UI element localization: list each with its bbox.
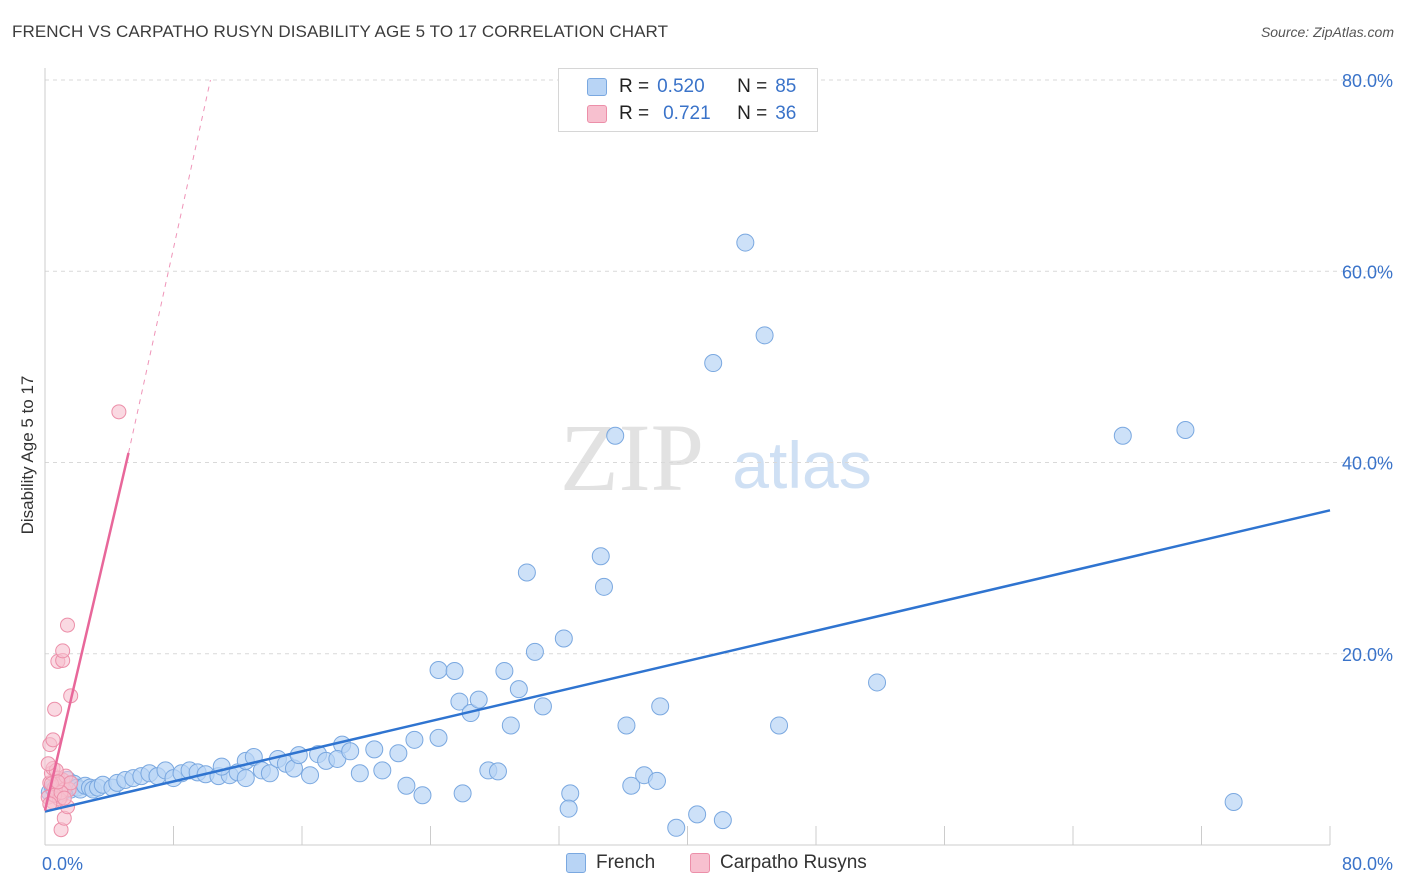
french-point: [260, 764, 279, 783]
watermark: ZIP atlas: [560, 404, 872, 511]
french-point: [350, 764, 369, 783]
x-tick-label-max: 80.0%: [1342, 854, 1393, 874]
french-point: [341, 742, 360, 761]
chart-title: FRENCH VS CARPATHO RUSYN DISABILITY AGE …: [12, 22, 669, 41]
french-point: [622, 776, 641, 795]
french-point: [704, 354, 723, 373]
french-point: [755, 326, 774, 345]
stats-legend-row-french: R = 0.520 N = 85: [559, 74, 796, 100]
french-point: [559, 799, 578, 818]
french-point: [1176, 420, 1195, 439]
r-label: R =: [619, 76, 650, 97]
n-label: N =: [737, 76, 768, 97]
watermark-atlas: atlas: [732, 428, 871, 502]
legend-label-french: French: [596, 852, 656, 873]
french-point: [647, 771, 666, 790]
french-point: [591, 547, 610, 566]
n-label: N =: [737, 103, 768, 124]
legend-label-rusyn: Carpatho Rusyns: [720, 852, 867, 873]
legend-item-rusyn: Carpatho Rusyns: [690, 852, 867, 874]
french-point: [713, 811, 732, 830]
trend-lines: [43, 79, 1331, 813]
french-point: [525, 642, 544, 661]
rusyn-point: [59, 617, 75, 633]
data-points: [40, 233, 1243, 838]
rusyn-trend-extension: [128, 79, 211, 454]
tick-labels: 20.0% 40.0% 60.0% 80.0% 0.0% 80.0%: [42, 71, 1393, 874]
french-point: [453, 784, 472, 803]
y-tick-label: 40.0%: [1342, 454, 1393, 474]
french-point: [651, 697, 670, 716]
french-point: [606, 426, 625, 445]
n-value: 85: [775, 76, 797, 97]
french-swatch: [587, 78, 607, 96]
rusyn-point: [40, 756, 56, 772]
french-legend-swatch: [566, 853, 586, 873]
french-point: [688, 805, 707, 824]
french-point: [501, 716, 520, 735]
y-axis-label: Disability Age 5 to 17: [18, 375, 37, 535]
rusyn-legend-swatch: [690, 853, 710, 873]
french-point: [517, 563, 536, 582]
french-point: [405, 730, 424, 749]
french-point: [413, 786, 432, 805]
french-point: [289, 746, 308, 765]
french-point: [736, 233, 755, 252]
french-point: [770, 716, 789, 735]
french-point: [667, 818, 686, 837]
x-tick-label-min: 0.0%: [42, 854, 83, 874]
french-point: [561, 784, 580, 803]
watermark-zip: ZIP: [560, 404, 704, 511]
french-point: [509, 680, 528, 699]
y-tick-label: 20.0%: [1342, 645, 1393, 665]
french-point: [868, 673, 887, 692]
rusyn-point: [111, 404, 127, 420]
french-point: [365, 740, 384, 759]
y-tick-label: 60.0%: [1342, 262, 1393, 282]
french-point: [236, 769, 255, 788]
axes: [44, 68, 1331, 846]
stats-legend: R = 0.520 N = 85 R = 0.721 N = 36: [558, 68, 818, 132]
french-point: [450, 692, 469, 711]
r-label: R =: [619, 103, 650, 124]
french-point: [533, 697, 552, 716]
french-point: [495, 661, 514, 680]
french-point: [554, 629, 573, 648]
french-point: [1224, 792, 1243, 811]
french-point: [445, 661, 464, 680]
french-point: [373, 761, 392, 780]
r-value: 0.721: [663, 103, 711, 124]
french-point: [389, 744, 408, 763]
rusyn-point: [55, 643, 71, 659]
series-legend: French Carpatho Rusyns: [0, 852, 1406, 878]
french-point: [429, 728, 448, 747]
french-trend-line: [44, 509, 1331, 813]
source-label: Source: ZipAtlas.com: [1260, 24, 1394, 40]
stats-legend-row-rusyn: R = 0.721 N = 36: [559, 101, 796, 127]
french-point: [469, 690, 488, 709]
french-point: [301, 766, 320, 785]
french-point: [397, 776, 416, 795]
french-point: [594, 577, 613, 596]
legend-item-french: French: [566, 852, 655, 874]
y-tick-label: 80.0%: [1342, 71, 1393, 91]
french-point: [488, 762, 507, 781]
french-point: [429, 661, 448, 680]
rusyn-trend-line: [43, 452, 130, 811]
n-value: 36: [775, 103, 797, 124]
rusyn-point: [56, 790, 72, 806]
r-value: 0.520: [657, 76, 705, 97]
rusyn-point: [47, 701, 63, 717]
french-point: [617, 716, 636, 735]
french-point: [1113, 426, 1132, 445]
rusyn-point: [45, 732, 61, 748]
rusyn-swatch: [587, 105, 607, 123]
